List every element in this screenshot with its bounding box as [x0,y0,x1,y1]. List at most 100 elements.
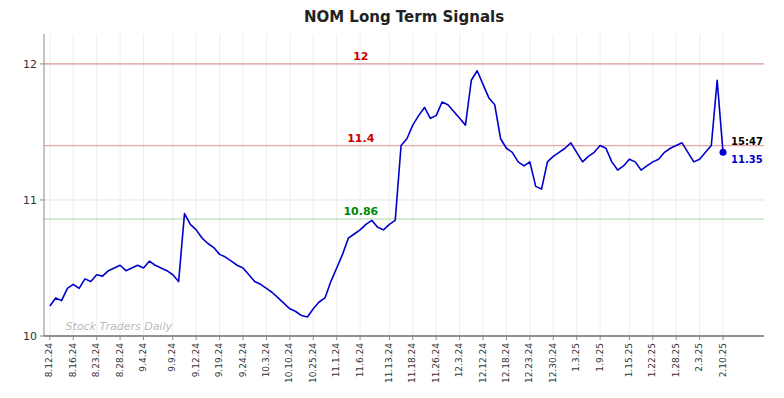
x-tick [676,336,677,340]
x-grid-line [412,34,413,336]
x-tick [96,336,97,340]
x-tick [120,336,121,340]
x-grid-line [196,34,197,336]
x-tick-label: 12.23.24 [524,343,534,383]
x-tick [436,336,437,340]
x-grid-line [629,34,630,336]
x-tick-label: 9.19.24 [214,343,224,378]
x-grid-line [219,34,220,336]
price-line [50,71,723,317]
last-time: 15:47 [731,136,763,147]
x-tick [576,336,577,340]
x-grid-line [313,34,314,336]
x-grid-line [723,34,724,336]
x-tick-label: 8.28.24 [115,343,125,378]
x-tick [529,336,530,340]
x-tick [600,336,601,340]
x-grid-line [172,34,173,336]
x-tick [723,336,724,340]
x-tick [172,336,173,340]
x-grid-line [652,34,653,336]
x-grid-line [49,34,50,336]
x-tick [219,336,220,340]
y-grid-line [44,199,764,200]
x-tick-label: 10.3.24 [261,343,271,378]
x-tick [652,336,653,340]
y-tick [40,63,44,64]
chart: NOM Long Term Signals1211.410.86Stock Tr… [0,0,784,398]
x-tick-label: 8.23.24 [91,343,101,378]
reference-line [44,145,764,146]
x-grid-line [336,34,337,336]
x-tick-label: 9.4.24 [138,343,148,372]
x-tick [699,336,700,340]
y-tick [40,199,44,200]
x-tick [266,336,267,340]
x-tick-label: 10.10.24 [284,343,294,383]
y-grid-line [44,63,764,64]
reference-label: 10.86 [343,205,378,218]
grid [44,34,764,336]
x-tick [73,336,74,340]
x-tick [389,336,390,340]
last-value: 11.35 [731,154,763,165]
x-tick [49,336,50,340]
x-grid-line [289,34,290,336]
x-grid-line [436,34,437,336]
x-grid-line [506,34,507,336]
watermark: Stock Traders Daily [66,320,173,333]
x-tick [553,336,554,340]
x-tick-label: 2.3.25 [694,343,704,372]
x-tick-label: 11.18.24 [407,343,417,383]
x-tick-label: 12.30.24 [548,343,558,383]
x-axis-line [44,335,764,336]
x-tick-label: 11.13.24 [384,343,394,383]
reference-label: 12 [353,50,368,63]
x-grid-line [73,34,74,336]
x-grid-line [600,34,601,336]
x-tick-label: 1.28.25 [671,343,681,377]
x-tick [412,336,413,340]
x-tick-label: 8.16.24 [68,343,78,378]
x-tick-label: 12.18.24 [501,343,511,383]
x-tick-label: 2.10.25 [718,343,728,377]
x-grid-line [699,34,700,336]
x-grid-line [529,34,530,336]
x-tick-label: 10.25.24 [308,343,318,383]
x-grid-line [360,34,361,336]
x-tick-label: 9.12.24 [191,343,201,378]
x-tick [243,336,244,340]
x-tick [360,336,361,340]
x-grid-line [143,34,144,336]
x-tick [196,336,197,340]
x-grid-line [459,34,460,336]
series [50,71,727,317]
x-tick [313,336,314,340]
x-grid-line [243,34,244,336]
x-grid-line [483,34,484,336]
x-grid-line [120,34,121,336]
x-grid-line [266,34,267,336]
reference-line [44,218,764,219]
y-grid-line [44,336,764,337]
x-tick-label: 12.12.24 [478,343,488,383]
x-tick [629,336,630,340]
y-tick-label: 10 [23,330,37,343]
last-point [720,149,727,156]
x-grid-line [676,34,677,336]
x-tick-label: 11.26.24 [431,343,441,383]
y-tick [40,336,44,337]
x-tick [459,336,460,340]
reference-line [44,63,764,64]
x-tick-label: 9.9.24 [167,343,177,372]
y-tick-label: 11 [23,194,37,207]
y-axis-line [44,34,45,336]
x-tick [506,336,507,340]
x-grid-line [389,34,390,336]
x-tick [289,336,290,340]
x-tick [336,336,337,340]
y-tick-label: 12 [23,58,37,71]
x-tick-label: 8.12.24 [44,343,54,378]
x-tick-label: 1.3.25 [571,343,581,372]
x-tick [483,336,484,340]
